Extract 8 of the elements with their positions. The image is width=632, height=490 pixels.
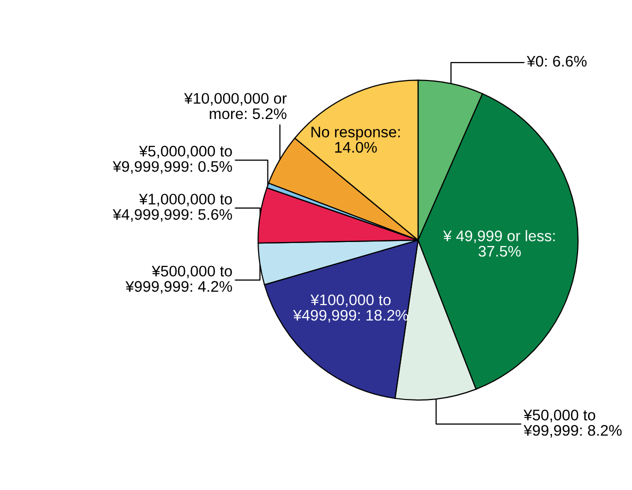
slice-label: ¥ 49,999 or less: 37.5% (443, 230, 555, 257)
slice-label: ¥5,000,000 to ¥9,999,999: 0.5% (112, 146, 232, 174)
slice-label: ¥50,000 to ¥99,999: 8.2% (524, 410, 622, 438)
slice-label: ¥1,000,000 to ¥4,999,999: 5.6% (112, 194, 232, 222)
slice-label: ¥500,000 to ¥999,999: 4.2% (126, 266, 232, 294)
slice-label: ¥10,000,000 or more: 5.2% (184, 92, 287, 120)
slice-label: ¥0: 6.6% (526, 56, 587, 67)
slice-label: No response: 14.0% (312, 126, 400, 153)
